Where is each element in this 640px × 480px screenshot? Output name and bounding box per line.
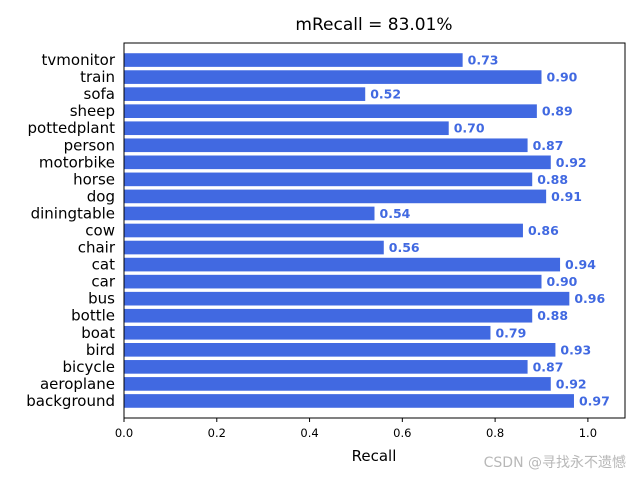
category-label-bottle: bottle [71, 307, 115, 325]
category-label-sofa: sofa [84, 85, 115, 103]
value-label-person: 0.87 [533, 138, 564, 153]
category-label-horse: horse [73, 170, 115, 188]
category-label-boat: boat [81, 324, 115, 342]
value-label-tvmonitor: 0.73 [468, 53, 499, 68]
value-label-bus: 0.96 [574, 291, 605, 306]
chart-title: mRecall = 83.01% [295, 15, 452, 35]
bar-sofa [124, 87, 366, 101]
value-label-train: 0.90 [547, 70, 578, 85]
x-tick-label-4: 0.8 [486, 426, 504, 440]
bar-tvmonitor [124, 53, 463, 67]
value-label-bicycle: 0.87 [533, 359, 564, 374]
bar-sheep [124, 104, 537, 118]
watermark: CSDN @寻找永不遗憾 [483, 455, 626, 471]
bar-car [124, 274, 542, 289]
category-label-chair: chair [78, 239, 116, 257]
bar-cow [124, 223, 523, 238]
value-label-bottle: 0.88 [537, 308, 568, 323]
value-label-aeroplane: 0.92 [556, 376, 587, 391]
value-label-sheep: 0.89 [542, 104, 573, 119]
value-label-chair: 0.56 [389, 240, 420, 255]
category-label-bicycle: bicycle [63, 358, 115, 376]
value-label-car: 0.90 [547, 274, 578, 289]
category-label-train: train [80, 68, 115, 86]
x-tick-label-1: 0.2 [208, 426, 226, 440]
value-label-sofa: 0.52 [370, 87, 401, 102]
value-label-motorbike: 0.92 [556, 155, 587, 170]
bar-bus [124, 291, 570, 306]
category-label-aeroplane: aeroplane [40, 375, 115, 393]
x-tick-label-5: 1.0 [579, 426, 597, 440]
category-label-dog: dog [87, 187, 115, 205]
value-label-cow: 0.86 [528, 223, 559, 238]
bars-group [124, 53, 574, 408]
category-label-cat: cat [92, 256, 115, 274]
x-tick-label-3: 0.6 [393, 426, 411, 440]
bar-dog [124, 189, 547, 204]
bar-diningtable [124, 206, 375, 221]
x-tick-label-2: 0.4 [300, 426, 318, 440]
category-label-cow: cow [85, 222, 115, 240]
category-label-diningtable: diningtable [31, 204, 115, 222]
category-label-tvmonitor: tvmonitor [42, 51, 116, 69]
value-label-diningtable: 0.54 [380, 206, 411, 221]
category-label-bird: bird [86, 341, 115, 359]
x-axis-label: Recall [352, 447, 397, 465]
category-label-bus: bus [88, 290, 115, 308]
bar-chair [124, 240, 384, 255]
bar-background [124, 394, 574, 408]
bar-motorbike [124, 155, 551, 170]
bar-bicycle [124, 360, 528, 374]
bar-cat [124, 257, 561, 272]
bar-pottedplant [124, 121, 449, 136]
category-label-person: person [64, 136, 115, 154]
bar-aeroplane [124, 377, 551, 391]
bar-train [124, 70, 542, 84]
category-label-pottedplant: pottedplant [28, 119, 116, 137]
value-label-background: 0.97 [579, 393, 610, 408]
bar-horse [124, 172, 533, 187]
value-label-dog: 0.91 [551, 189, 582, 204]
value-label-bird: 0.93 [560, 342, 591, 357]
value-label-pottedplant: 0.70 [454, 121, 485, 136]
bar-bird [124, 343, 556, 357]
category-label-motorbike: motorbike [39, 153, 115, 171]
plot-frame [123, 42, 626, 419]
bar-person [124, 138, 528, 153]
category-label-sheep: sheep [70, 102, 115, 120]
bar-boat [124, 325, 491, 340]
value-label-cat: 0.94 [565, 257, 596, 272]
category-label-car: car [91, 273, 115, 291]
value-label-horse: 0.88 [537, 172, 568, 187]
value-labels-group: 0.73 0.90 0.52 0.89 0.70 0.87 0.92 0.88 0.91 0.54… [370, 53, 610, 409]
bar-bottle [124, 308, 533, 323]
x-axis-ticks-group: 0.0 0.2 0.4 0.6 0.8 1.0 [115, 418, 597, 440]
category-labels-group: tvmonitortrainsofasheeppottedplantperson… [26, 51, 116, 410]
x-tick-label-0: 0.0 [115, 426, 133, 440]
value-label-boat: 0.79 [495, 325, 526, 340]
category-label-background: background [26, 392, 115, 410]
